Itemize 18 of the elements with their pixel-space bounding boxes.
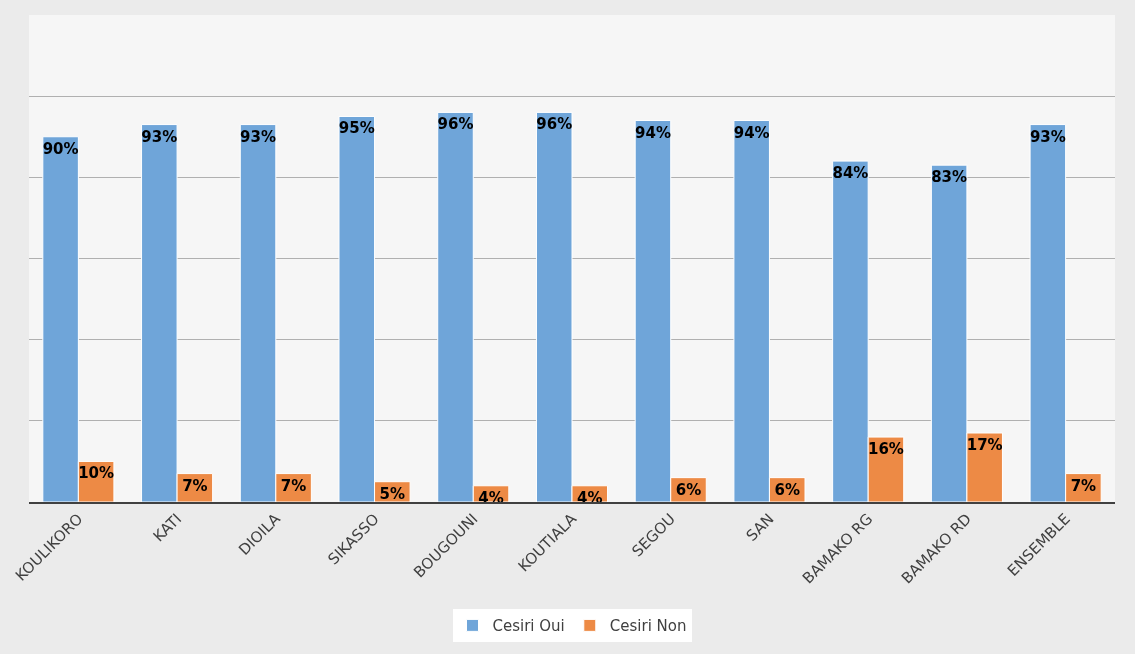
data-label: 17% — [966, 436, 1003, 455]
data-label: 93% — [141, 127, 178, 146]
data-label: 10% — [78, 464, 115, 483]
data-label: 96% — [437, 115, 474, 134]
legend-label: Cesiri Oui — [492, 617, 565, 636]
data-label: 84% — [832, 164, 869, 183]
data-label: 96% — [536, 115, 573, 134]
data-label: 83% — [931, 168, 968, 187]
legend-label: Cesiri Non — [609, 617, 687, 636]
data-label: 5% — [379, 484, 406, 503]
data-label: 90% — [42, 139, 79, 158]
data-label: 7% — [280, 476, 307, 495]
data-label: 7% — [182, 476, 208, 495]
data-label: 7% — [1070, 476, 1097, 495]
data-label: 6% — [675, 480, 702, 499]
data-label: 6% — [774, 480, 800, 499]
data-label: 94% — [733, 123, 770, 142]
data-label: 93% — [240, 127, 276, 146]
